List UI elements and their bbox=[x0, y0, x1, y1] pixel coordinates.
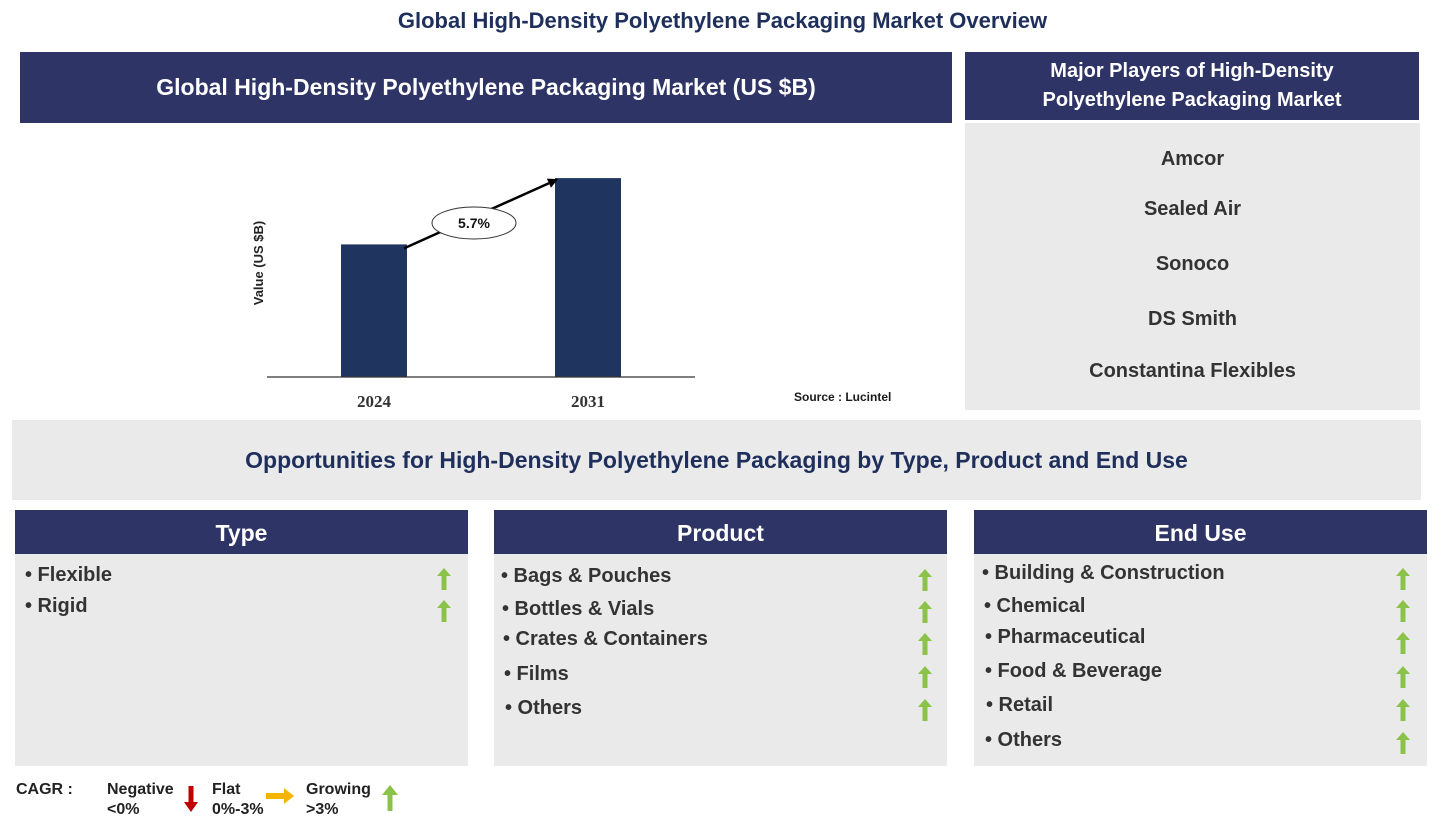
legend-negative: Negative <0% bbox=[107, 780, 174, 820]
type-column: Type • Flexible • Rigid bbox=[15, 510, 468, 766]
legend-flat-label: Flat bbox=[212, 781, 241, 798]
product-column: Product • Bags & Pouches • Bottles & Via… bbox=[494, 510, 947, 766]
growing-arrow-icon bbox=[918, 633, 932, 655]
player-item: Constantina Flexibles bbox=[1089, 360, 1296, 382]
legend-growing-range: >3% bbox=[306, 801, 339, 818]
legend-negative-range: <0% bbox=[107, 801, 140, 818]
legend-flat: Flat 0%-3% bbox=[212, 780, 264, 820]
x-tick-label: 2024 bbox=[357, 392, 392, 411]
growing-arrow-icon bbox=[437, 600, 451, 622]
player-item: Sonoco bbox=[1155, 253, 1230, 275]
product-item: • Crates & Containers bbox=[503, 628, 708, 650]
growth-annotation: 5.7% bbox=[403, 178, 558, 250]
growing-arrow-icon bbox=[1396, 699, 1410, 721]
player-item: Sealed Air bbox=[1143, 198, 1242, 220]
growing-arrow-icon bbox=[1396, 568, 1410, 590]
page-title: Global High-Density Polyethylene Packagi… bbox=[397, 8, 1048, 33]
end-use-item: • Chemical bbox=[984, 595, 1086, 617]
product-column-header: Product bbox=[494, 510, 947, 554]
chart-header: Global High-Density Polyethylene Packagi… bbox=[20, 52, 952, 123]
type-item: • Rigid bbox=[25, 595, 88, 617]
end-use-column-header: End Use bbox=[974, 510, 1427, 554]
type-column-header: Type bbox=[15, 510, 468, 554]
growing-arrow-icon bbox=[1396, 632, 1410, 654]
end-use-item: • Retail bbox=[986, 694, 1054, 716]
player-item: Amcor bbox=[1160, 148, 1225, 170]
market-bar-chart: Value (US $B) 2024 2031 5.7% bbox=[251, 178, 695, 411]
end-use-item: • Building & Construction bbox=[982, 562, 1225, 584]
growing-arrow-icon bbox=[1396, 600, 1410, 622]
growth-label: 5.7% bbox=[458, 215, 490, 231]
bar-2024 bbox=[341, 244, 407, 377]
growing-arrow-icon bbox=[1396, 732, 1410, 754]
source-note: Source : Lucintel bbox=[794, 390, 892, 404]
growing-arrow-icon bbox=[918, 666, 932, 688]
product-item: • Bags & Pouches bbox=[501, 565, 672, 587]
y-axis-label: Value (US $B) bbox=[251, 221, 266, 306]
legend-cagr-label: CAGR : bbox=[16, 781, 73, 798]
players-header-line-1: Major Players of High-Density bbox=[1050, 60, 1334, 82]
growing-arrow-icon bbox=[382, 785, 398, 811]
growing-arrow-icon bbox=[918, 699, 932, 721]
growth-arrow-head bbox=[546, 178, 558, 188]
type-item: • Flexible bbox=[25, 564, 113, 586]
end-use-item: • Others bbox=[985, 729, 1063, 751]
end-use-column: End Use • Building & Construction • Chem… bbox=[974, 510, 1427, 766]
bar-2031 bbox=[555, 178, 621, 377]
product-item: • Others bbox=[505, 697, 583, 719]
growing-arrow-icon bbox=[1396, 666, 1410, 688]
legend-negative-label: Negative bbox=[107, 781, 174, 798]
end-use-item: • Food & Beverage bbox=[985, 660, 1163, 682]
players-panel: Amcor Sealed Air Sonoco DS Smith Constan… bbox=[965, 123, 1420, 410]
legend-growing: Growing >3% bbox=[306, 780, 371, 820]
product-item: • Bottles & Vials bbox=[502, 598, 655, 620]
players-header-line-2: Polyethylene Packaging Market bbox=[1042, 89, 1342, 111]
legend-growing-label: Growing bbox=[306, 781, 371, 798]
x-tick-label: 2031 bbox=[571, 392, 605, 411]
negative-arrow-icon bbox=[184, 786, 198, 812]
growing-arrow-icon bbox=[918, 601, 932, 623]
growing-arrow-icon bbox=[918, 569, 932, 591]
end-use-item: • Pharmaceutical bbox=[985, 626, 1146, 648]
product-item: • Films bbox=[504, 663, 569, 685]
growth-ellipse bbox=[431, 206, 517, 240]
opportunities-title: Opportunities for High-Density Polyethyl… bbox=[12, 420, 1421, 500]
player-item: DS Smith bbox=[1148, 308, 1237, 330]
legend-flat-range: 0%-3% bbox=[212, 801, 264, 818]
players-header: Major Players of High-Density Polyethyle… bbox=[965, 52, 1419, 120]
flat-arrow-icon bbox=[266, 788, 294, 804]
growing-arrow-icon bbox=[437, 568, 451, 590]
